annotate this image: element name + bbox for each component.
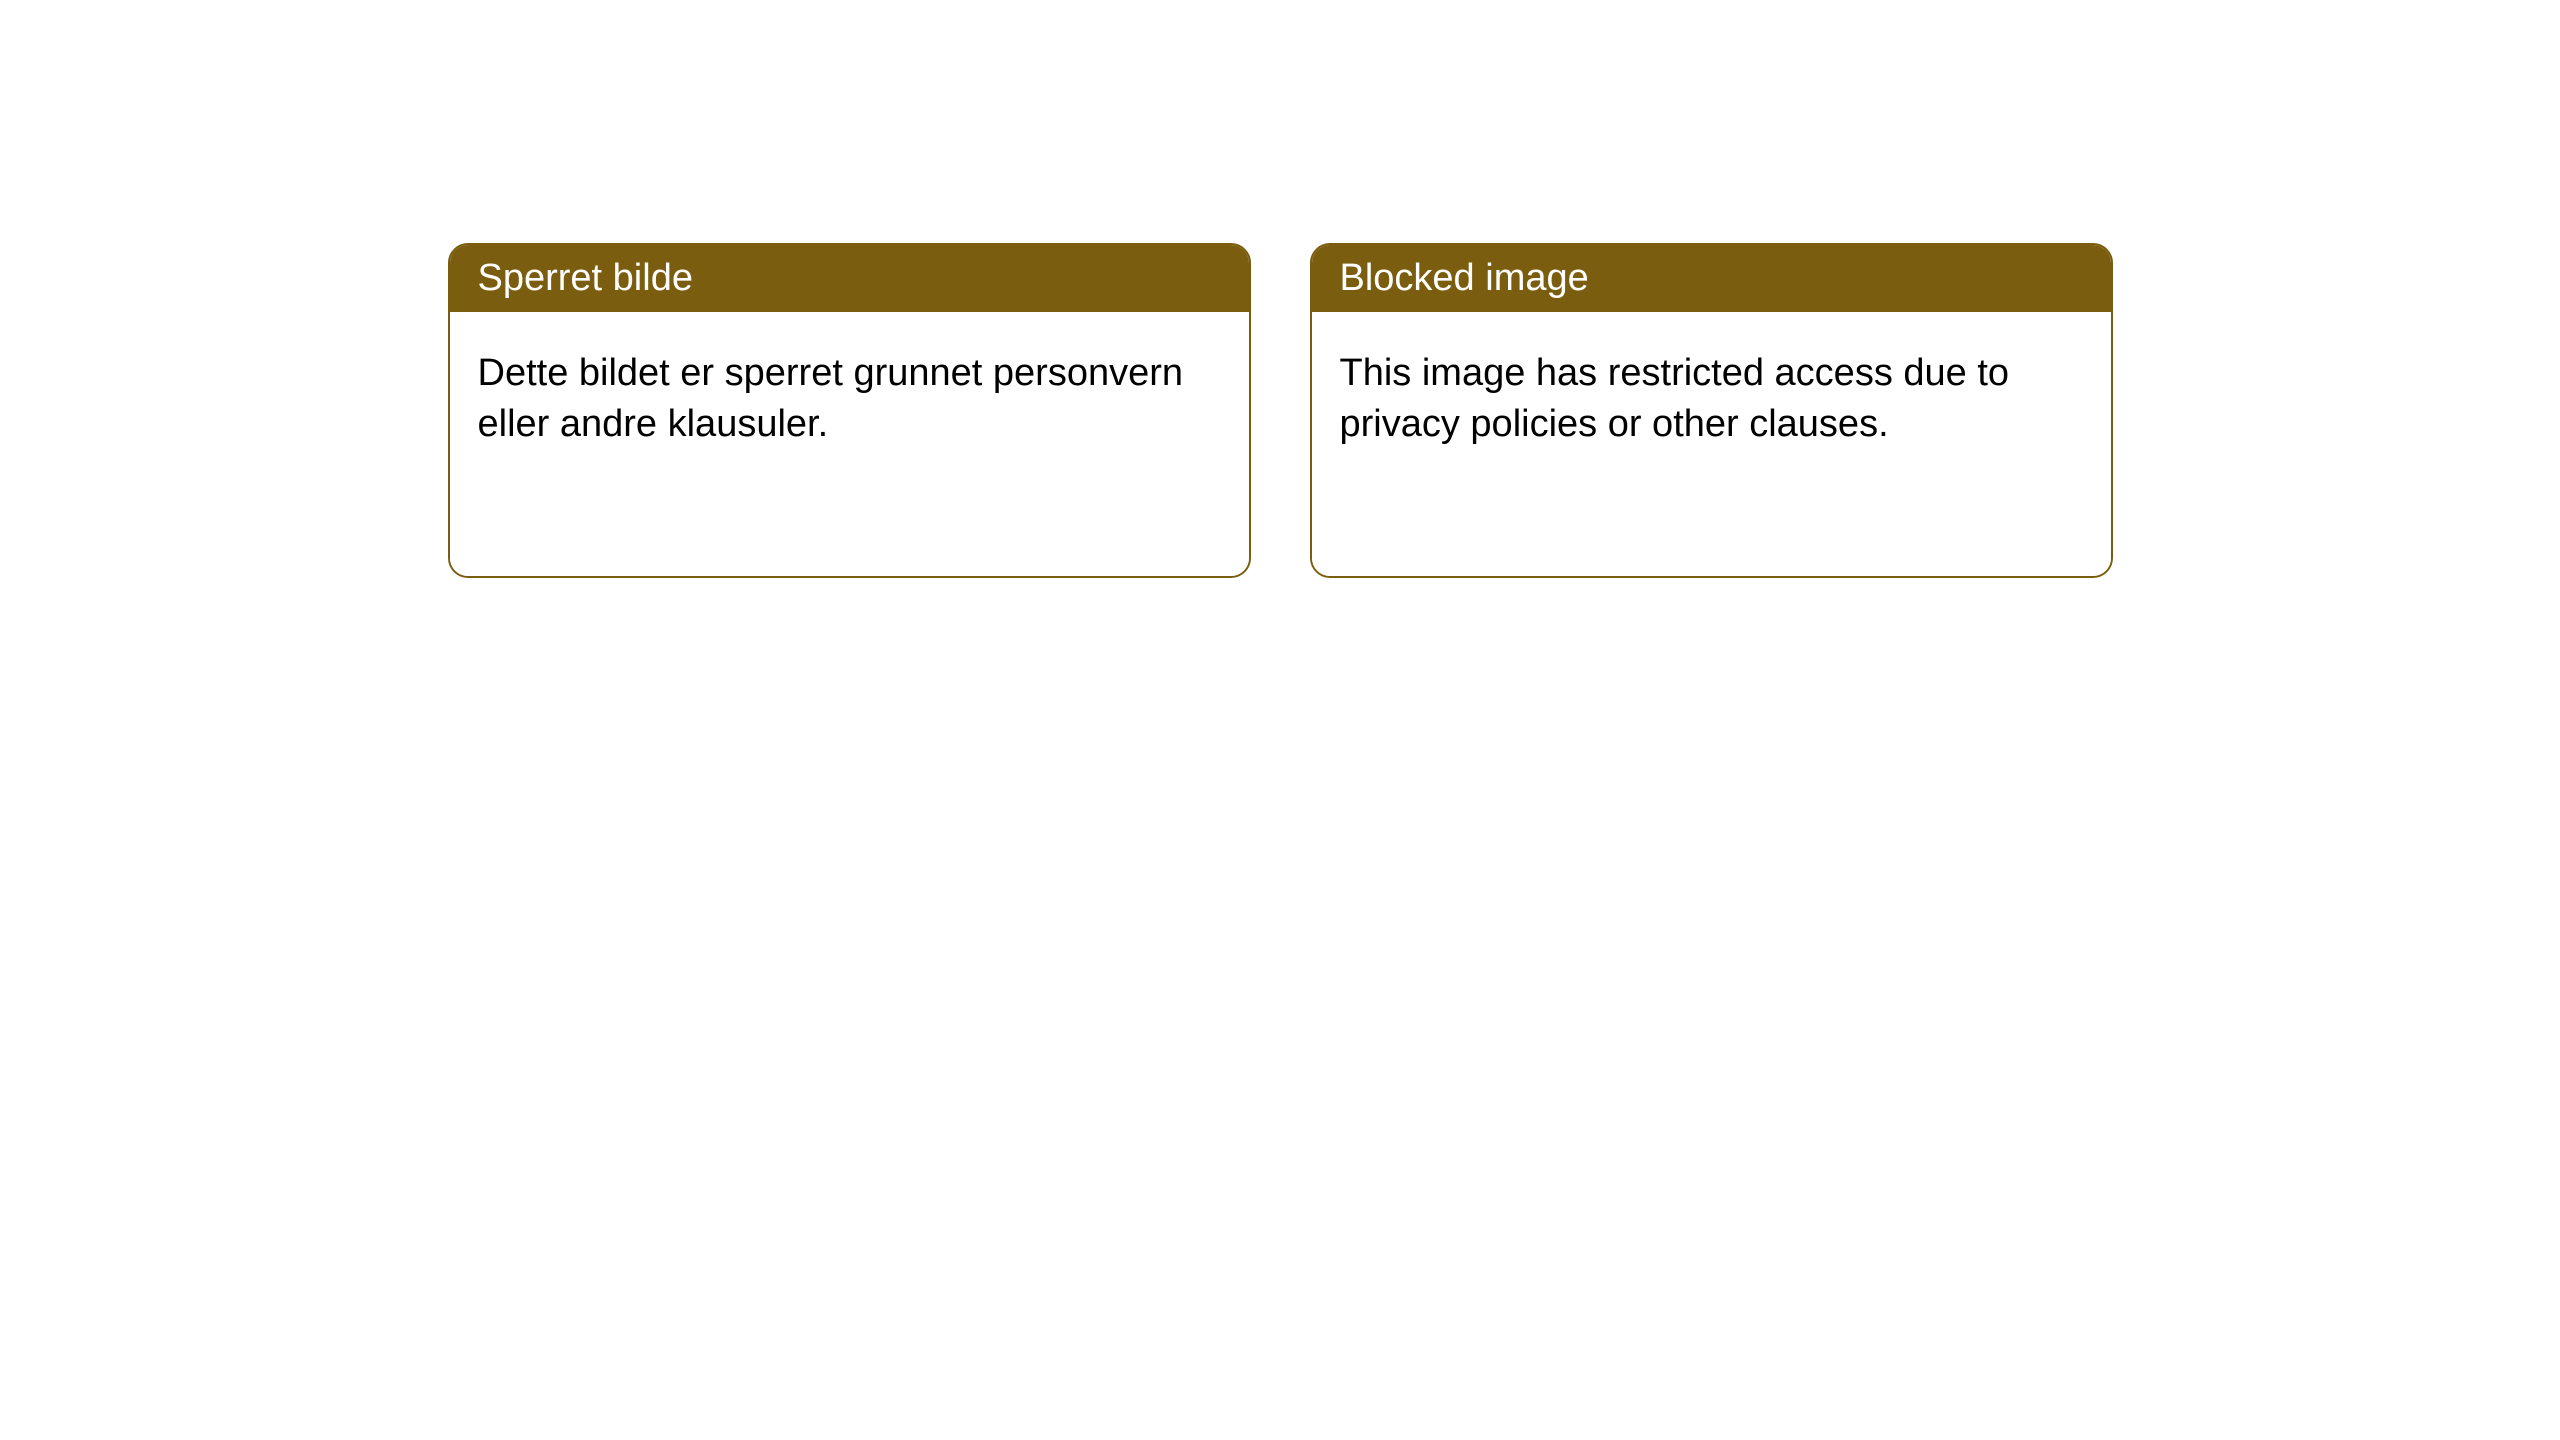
notice-header-english: Blocked image — [1312, 245, 2111, 312]
notice-text-english: This image has restricted access due to … — [1340, 348, 2083, 449]
notice-header-norwegian: Sperret bilde — [450, 245, 1249, 312]
notice-body-english: This image has restricted access due to … — [1312, 312, 2111, 576]
blocked-image-notice-english: Blocked image This image has restricted … — [1310, 243, 2113, 578]
notice-text-norwegian: Dette bildet er sperret grunnet personve… — [478, 348, 1221, 449]
blocked-image-notice-norwegian: Sperret bilde Dette bildet er sperret gr… — [448, 243, 1251, 578]
notice-body-norwegian: Dette bildet er sperret grunnet personve… — [450, 312, 1249, 576]
notice-title-norwegian: Sperret bilde — [478, 257, 693, 299]
notice-title-english: Blocked image — [1340, 257, 1589, 299]
